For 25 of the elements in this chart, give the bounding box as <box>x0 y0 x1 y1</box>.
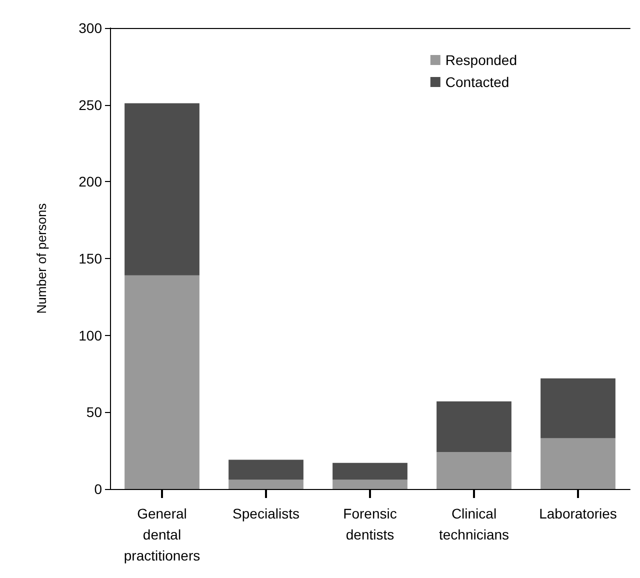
bar <box>332 462 408 480</box>
x-tick-label: Forensic dentists <box>343 506 397 542</box>
x-tick-label: Clinical technicians <box>438 506 510 542</box>
legend-label: Contacted <box>445 74 510 90</box>
bar <box>436 401 512 452</box>
y-tick-label: 250 <box>78 96 102 113</box>
x-tick-label: General dental practitioners <box>124 506 200 564</box>
y-tick-label: 300 <box>78 20 102 36</box>
bar <box>124 275 200 489</box>
legend-label: Responded <box>445 52 518 68</box>
bar <box>540 438 616 489</box>
bar <box>436 452 512 489</box>
bar <box>228 460 304 480</box>
bar <box>228 480 304 489</box>
x-tick-label: Laboratories <box>539 506 617 522</box>
y-tick-label: 50 <box>86 404 102 420</box>
y-tick-label: 0 <box>94 481 102 497</box>
y-tick-label: 100 <box>78 327 102 344</box>
y-tick-label: 200 <box>78 174 102 190</box>
bar <box>332 480 408 489</box>
y-tick-label: 150 <box>78 250 102 266</box>
x-tick-label: Specialists <box>232 506 300 522</box>
bar <box>124 103 200 276</box>
y-axis-title: Number of persons <box>34 202 49 314</box>
bar <box>540 378 616 438</box>
